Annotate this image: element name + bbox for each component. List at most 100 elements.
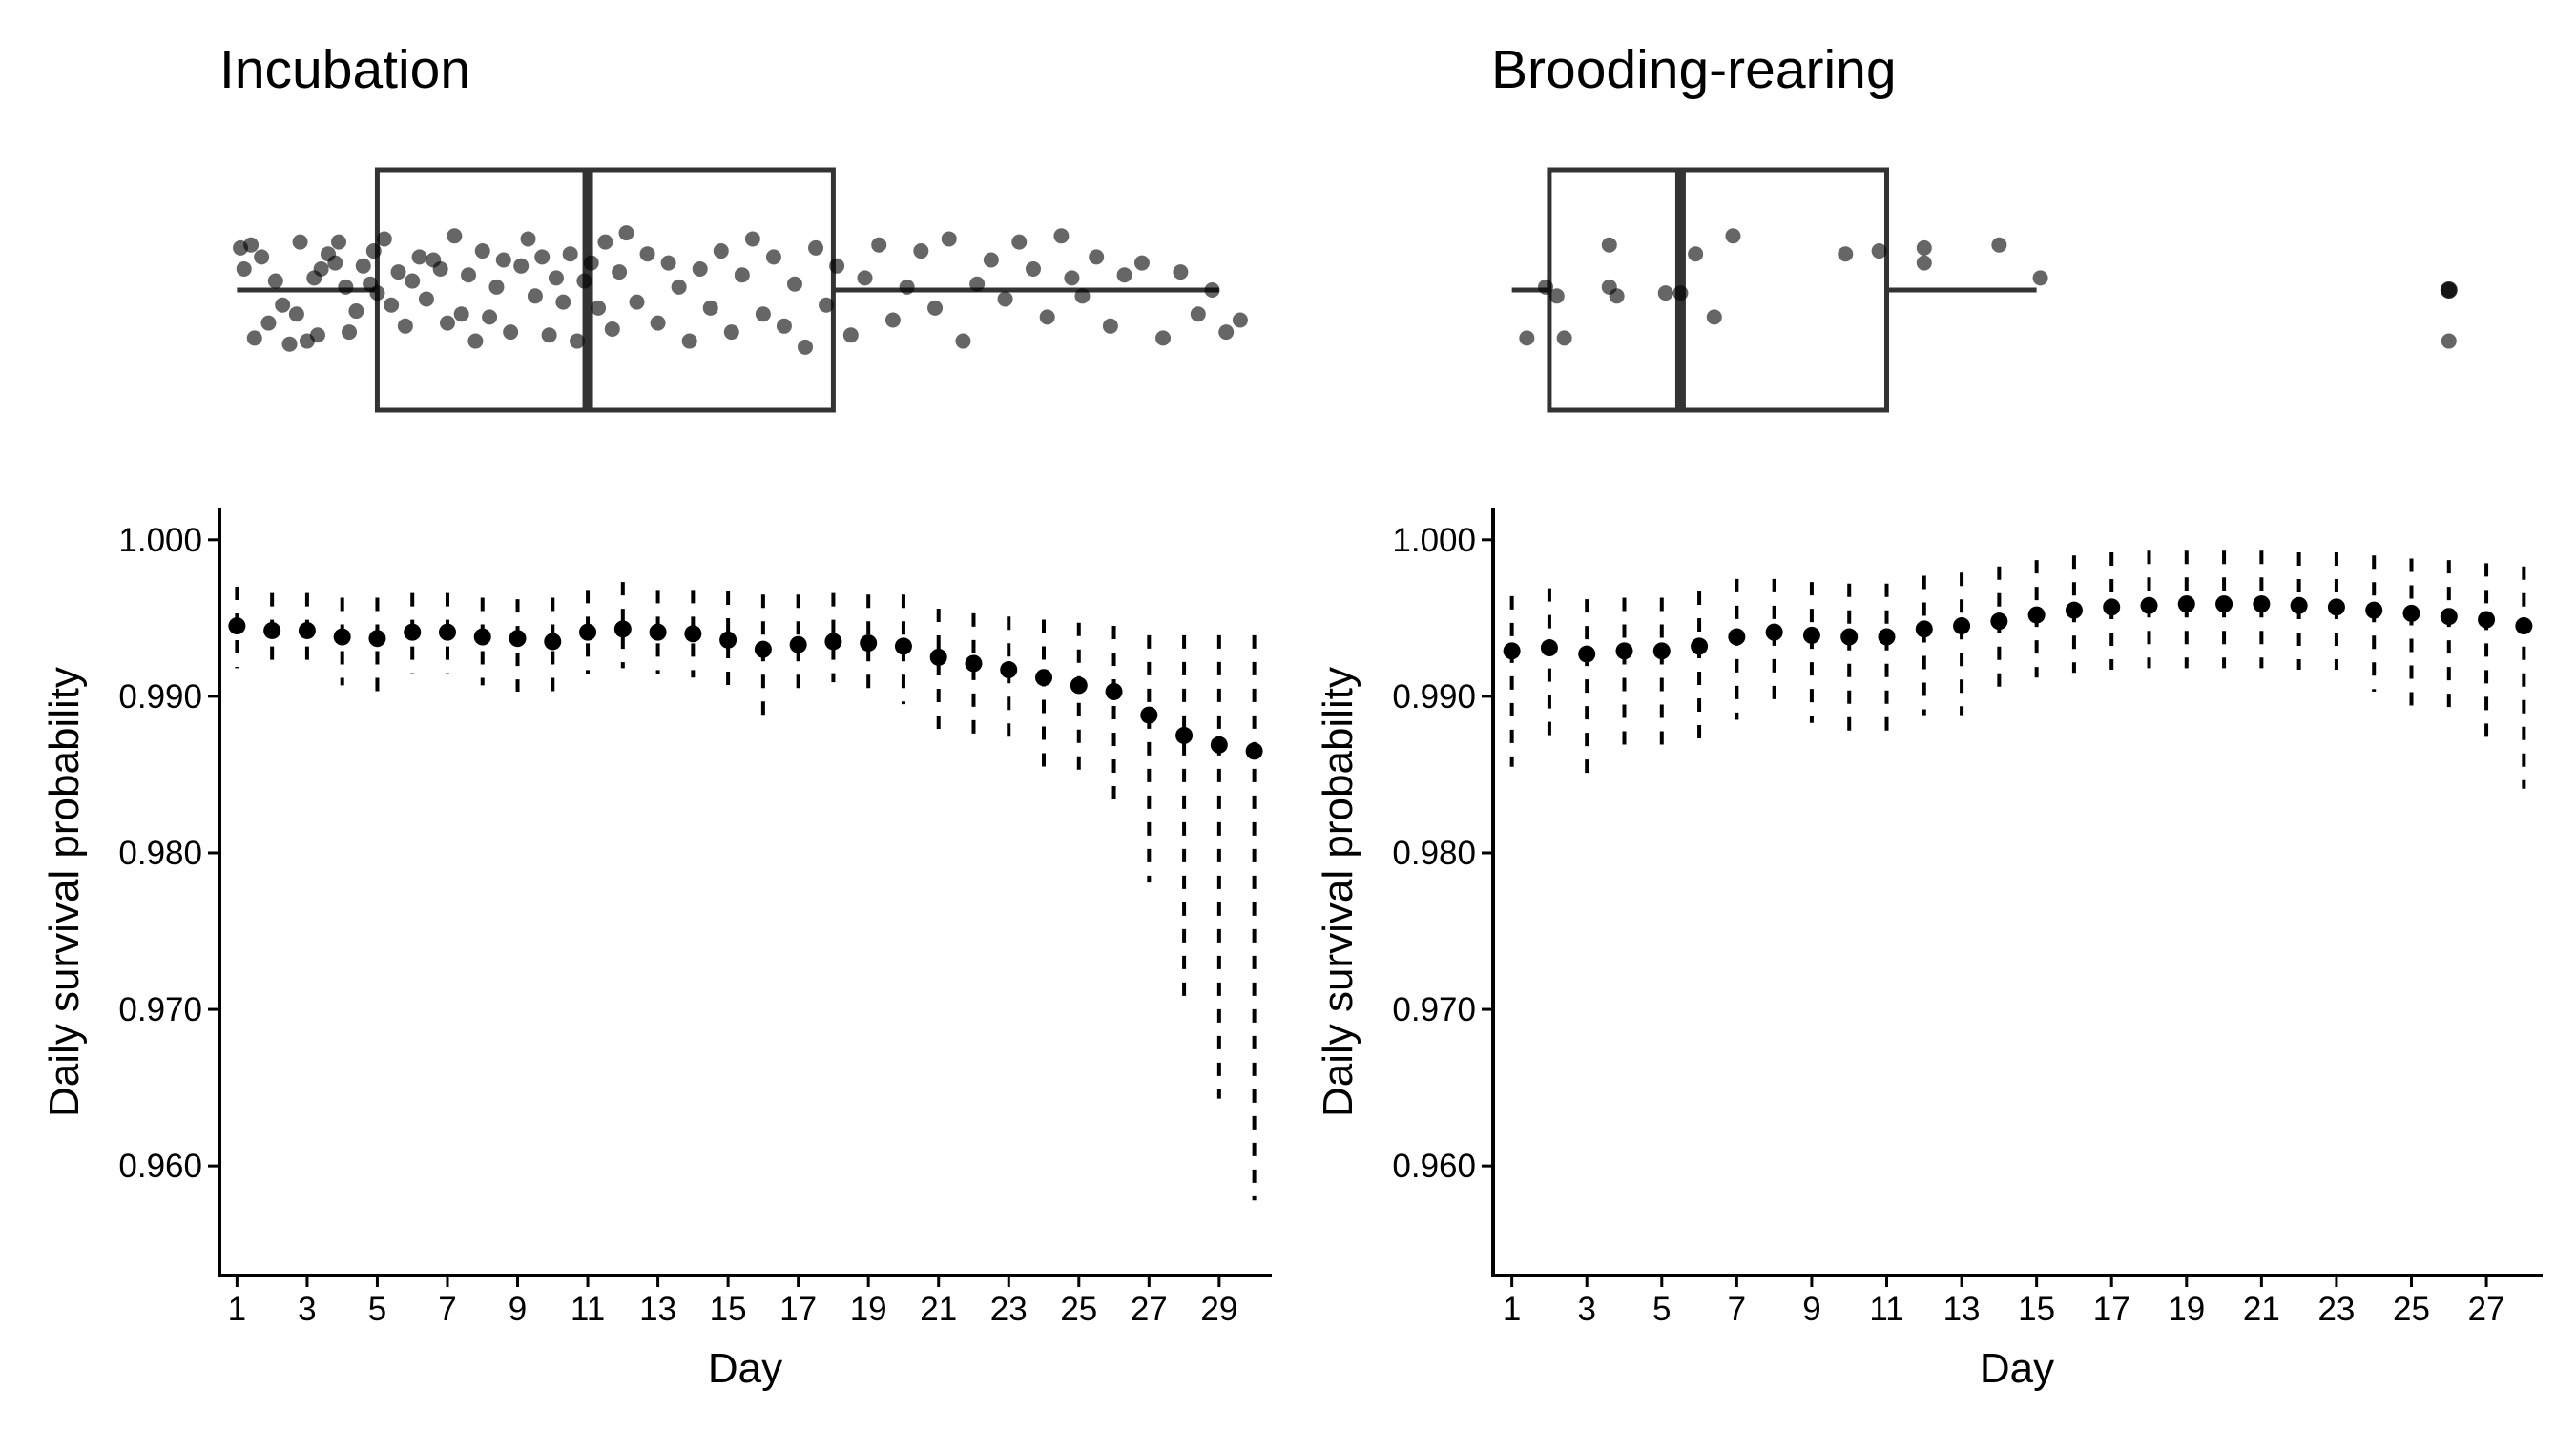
estimate-point [1765, 623, 1783, 641]
panel-title: Brooding-rearing [1491, 39, 1897, 100]
jitter-point [1011, 234, 1028, 250]
jitter-point [1155, 330, 1172, 346]
jitter-point [548, 270, 564, 286]
jitter-point [570, 333, 586, 349]
estimate-point [2478, 611, 2496, 629]
jitter-point [786, 276, 802, 292]
estimate-point [894, 637, 912, 655]
jitter-point [243, 237, 260, 253]
estimate-point [1140, 706, 1158, 724]
jitter-point [1053, 228, 1070, 244]
jitter-point [348, 303, 364, 320]
jitter-point [527, 288, 543, 304]
jitter-point [734, 267, 750, 283]
y-axis-title: Daily survival probability [1315, 667, 1361, 1117]
jitter-point [1538, 279, 1553, 295]
jitter-point [1039, 309, 1055, 325]
panel-brooding-rearing: Brooding-rearing 1 3 5 7 9 11 13 15 17 19 21 23 25 27… [1315, 39, 2543, 1392]
y-tick-label: 0.970 [118, 991, 202, 1028]
x-tick-label: 23 [2317, 1291, 2355, 1328]
jitter-point [411, 249, 427, 265]
jitter-point [461, 267, 477, 283]
x-axis-title: Day [1980, 1345, 2054, 1392]
x-tick-label: 7 [1728, 1291, 1746, 1328]
jitter-point [713, 243, 729, 259]
jitter-point [495, 252, 511, 268]
estimate-point [228, 617, 246, 635]
jitter-point [246, 330, 262, 346]
jitter-point [913, 243, 929, 259]
jitter-point [1657, 285, 1673, 301]
panel-incubation: Incubation 1 3 5 7 9 11 13 15 17 19 21 23 25 27 29 1.0… [41, 39, 1272, 1392]
estimate-point [649, 623, 667, 641]
jitter-point [418, 291, 434, 307]
jitter-point [1025, 260, 1041, 277]
jitter-point [927, 300, 944, 316]
jitter-point [390, 264, 406, 280]
jitter-point [555, 294, 571, 310]
estimate-point [473, 628, 491, 646]
jitter-point [1916, 255, 1932, 271]
jitter-point [313, 260, 329, 277]
x-tick-label: 21 [920, 1291, 957, 1328]
estimate-point [2103, 598, 2121, 616]
jitter-point [798, 339, 814, 355]
x-tick-label: 13 [639, 1291, 676, 1328]
jitter-point [597, 234, 613, 250]
jitter-point [236, 260, 252, 277]
jitter-point [397, 318, 413, 334]
estimate-point [2140, 596, 2158, 614]
jitter-point [534, 249, 551, 265]
jitter-point [1991, 237, 2007, 253]
estimate-point [1035, 669, 1053, 687]
jitter-point [1916, 239, 1932, 256]
jitter-point [1601, 237, 1617, 253]
y-ticks: 1.000 0.990 0.980 0.970 0.960 [118, 522, 219, 1185]
jitter-point [453, 306, 469, 322]
y-tick-label: 0.980 [1392, 835, 1476, 872]
jitter-point [562, 246, 578, 262]
jitter-point [604, 321, 620, 337]
jitter-point [1133, 255, 1150, 271]
jitter-point [1116, 267, 1132, 283]
jitter-point [650, 315, 666, 331]
estimate-point [509, 630, 527, 648]
estimate-point [368, 630, 386, 648]
estimate-point [2440, 608, 2458, 626]
jitter-point [983, 252, 999, 268]
jitter-point [612, 264, 628, 280]
estimate-point [1802, 626, 1820, 644]
estimate-point [965, 654, 983, 673]
jitter-point [576, 273, 592, 289]
jitter-point [376, 231, 392, 247]
estimate-point [754, 640, 772, 658]
estimate-point [404, 623, 422, 641]
estimate-point [1245, 742, 1263, 760]
x-tick-label: 29 [1200, 1291, 1237, 1328]
jitter-point [955, 333, 971, 349]
y-tick-label: 0.990 [118, 678, 202, 716]
x-tick-label: 19 [2168, 1291, 2205, 1328]
survival-estimates [1503, 595, 2533, 663]
jitter-point [1688, 246, 1704, 262]
jitter-point [439, 315, 455, 331]
jitter-point [405, 273, 421, 289]
jitter-point [997, 291, 1013, 307]
jitter-point [482, 309, 498, 325]
estimate-point [1691, 637, 1709, 655]
jitter-point [254, 249, 270, 265]
panel-title: Incubation [219, 39, 470, 100]
estimate-point [544, 633, 562, 651]
jitter-point [723, 324, 739, 341]
x-tick-label: 9 [509, 1291, 527, 1328]
jitter-point [2032, 270, 2048, 286]
jitter-point [338, 279, 354, 295]
estimate-point [613, 620, 632, 638]
distribution-boxplot [233, 167, 1248, 413]
jitter-point [384, 297, 400, 313]
estimate-point [1728, 628, 1746, 646]
estimate-point [860, 634, 878, 653]
x-axis-title: Day [708, 1345, 782, 1392]
jitter-point [1232, 312, 1248, 328]
jitter-point [2441, 282, 2457, 298]
